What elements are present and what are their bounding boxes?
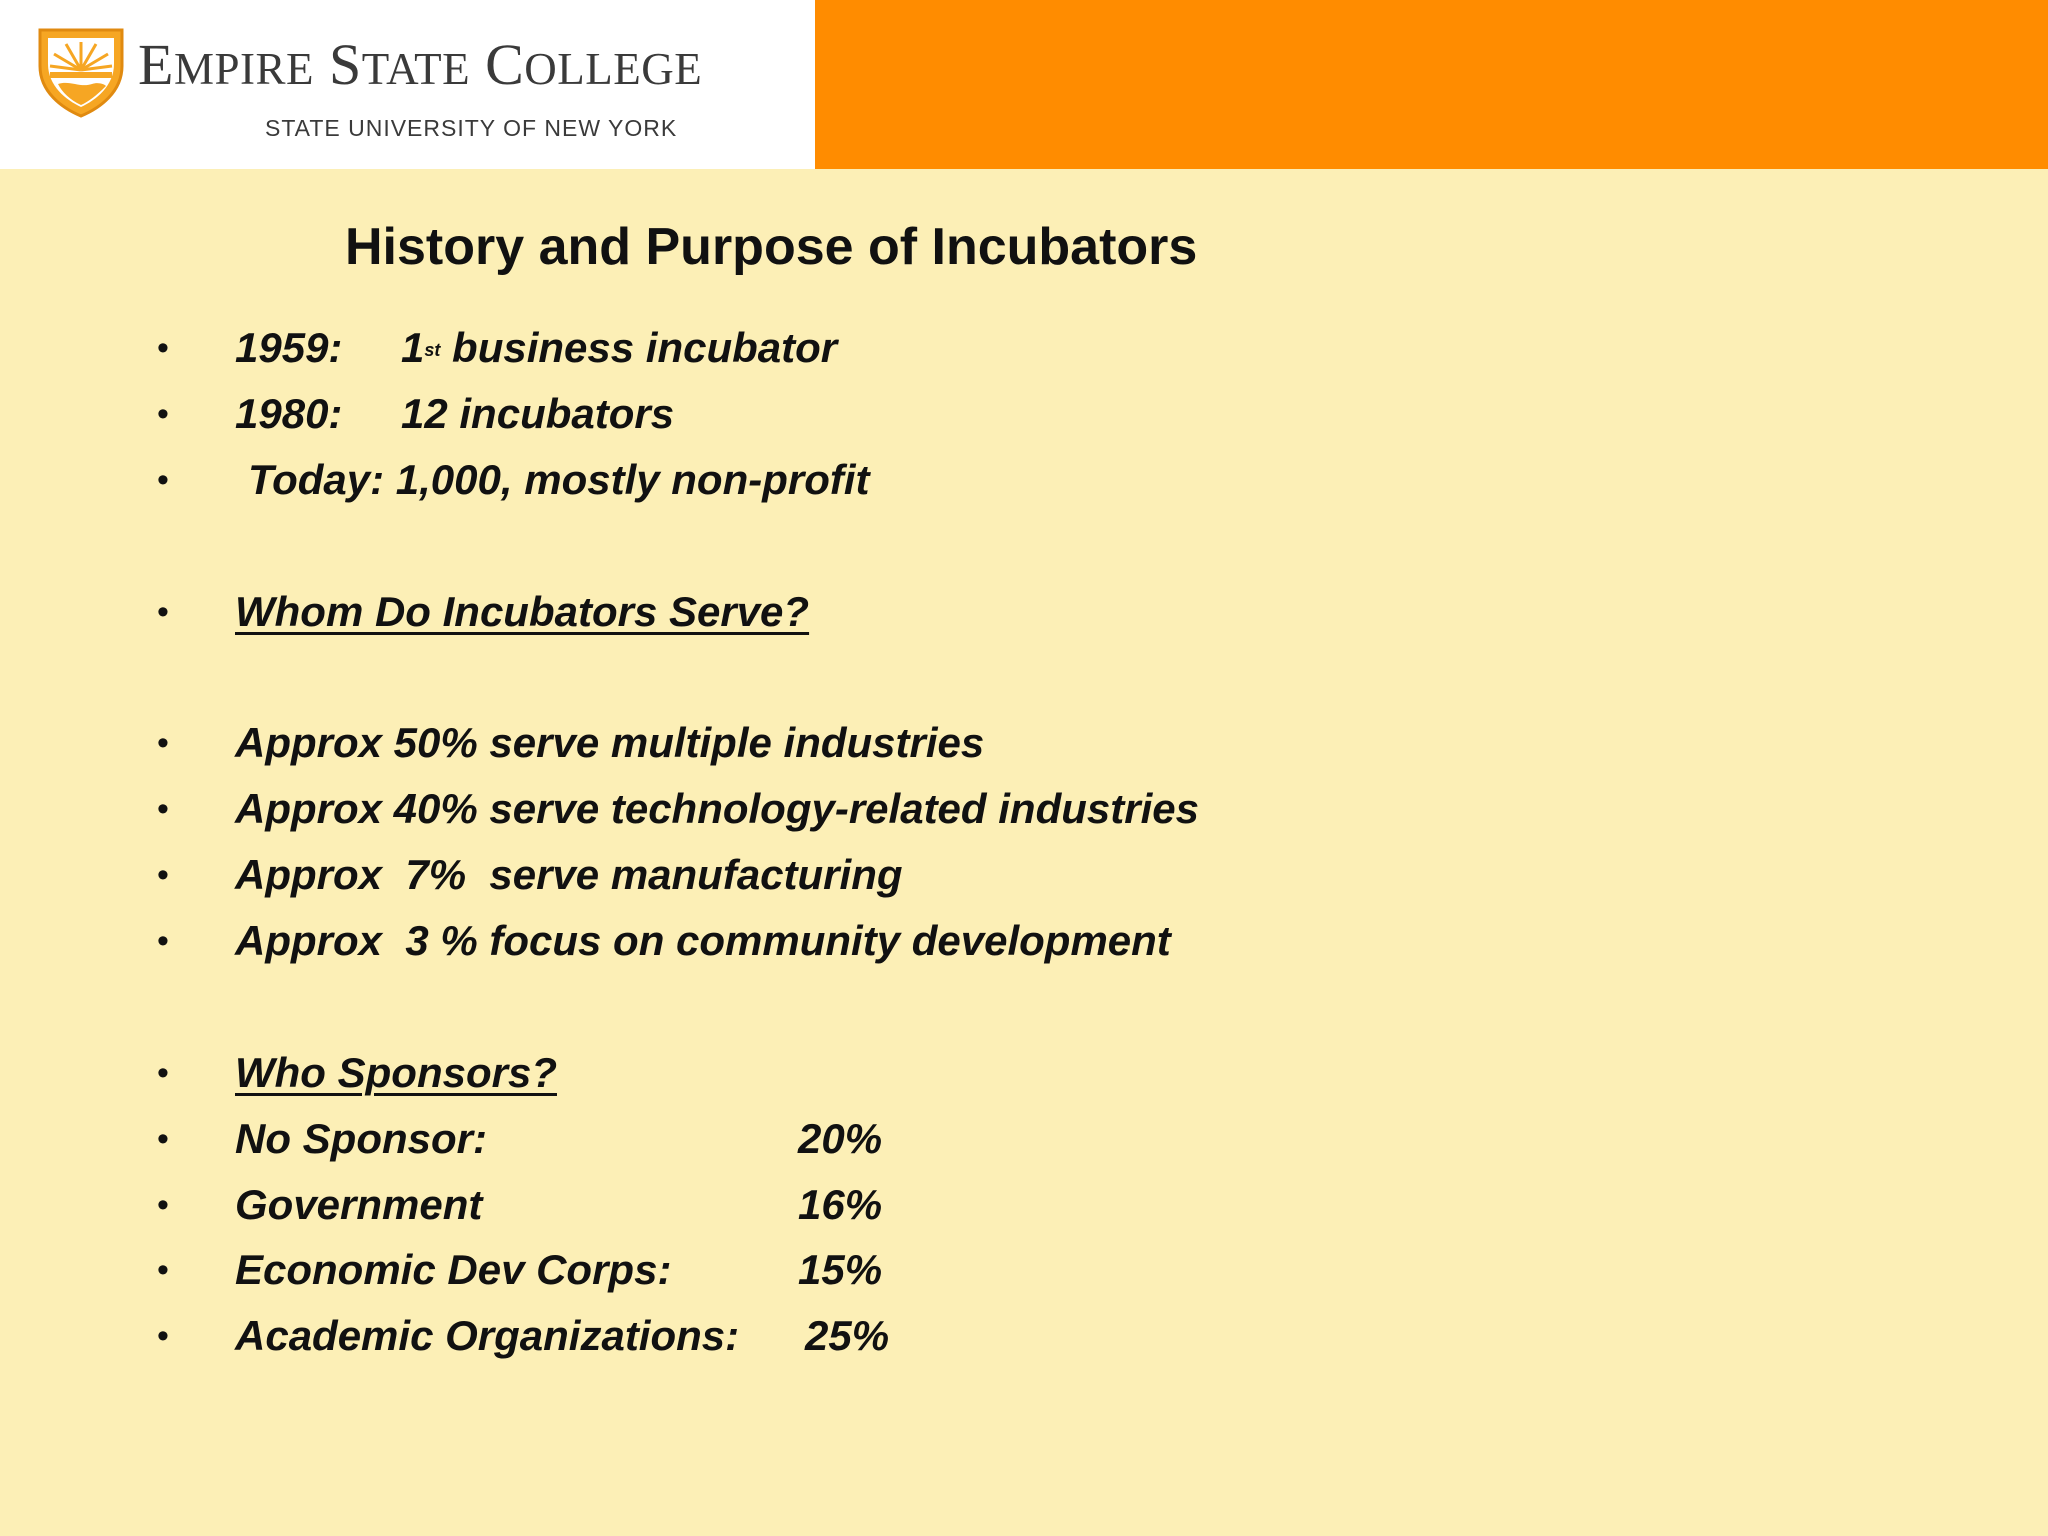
serve-item: Approx 50% serve multiple industries (235, 719, 985, 766)
sponsor-value: 25% (805, 1312, 890, 1359)
sponsor-label: Economic Dev Corps: (235, 1246, 672, 1293)
list-item: • Approx 7% serve manufacturing (0, 845, 1400, 905)
list-item: • Approx 50% serve multiple industries (0, 713, 1400, 773)
list-item: • Economic Dev Corps: 15% (0, 1240, 1400, 1300)
history-text: 12 incubators (401, 390, 675, 437)
bullet-icon: • (157, 1120, 169, 1158)
sponsor-value: 16% (798, 1181, 883, 1228)
history-text: Today: 1,000, mostly non-profit (248, 456, 870, 503)
sponsor-value: 20% (798, 1115, 883, 1162)
sponsor-value: 15% (798, 1246, 883, 1293)
list-item: • Who Sponsors? (0, 1043, 1400, 1103)
list-item: • Academic Organizations: 25% (0, 1306, 1400, 1366)
bullet-icon: • (157, 1251, 169, 1289)
list-item: • Approx 40% serve technology-related in… (0, 779, 1400, 839)
list-item: • Government 16% (0, 1175, 1400, 1235)
bullet-icon: • (157, 1186, 169, 1224)
bullet-icon: • (157, 461, 169, 499)
bullet-icon: • (157, 329, 169, 367)
bullet-icon: • (157, 395, 169, 433)
logo-area: EMPIRE STATE COLLEGE STATE UNIVERSITY OF… (0, 0, 815, 169)
college-name: EMPIRE STATE COLLEGE (138, 32, 703, 97)
serve-item: Approx 3 % focus on community developmen… (235, 917, 1171, 964)
history-year: 1980: (235, 390, 343, 437)
bullet-icon: • (157, 593, 169, 631)
list-item: • Approx 3 % focus on community developm… (0, 911, 1400, 971)
history-year: 1959: (235, 324, 343, 371)
bullet-icon: • (157, 922, 169, 960)
sponsor-label: Academic Organizations: (235, 1312, 740, 1359)
bullet-icon: • (157, 1054, 169, 1092)
list-item: • No Sponsor: 20% (0, 1109, 1400, 1169)
header-orange-band (815, 0, 2048, 169)
list-item: • Today: 1,000, mostly non-profit (0, 450, 1400, 510)
history-text: 1st business incubator (401, 324, 838, 371)
bullet-icon: • (157, 790, 169, 828)
bullet-icon: • (157, 724, 169, 762)
serve-heading: Whom Do Incubators Serve? (235, 588, 810, 635)
serve-item: Approx 40% serve technology-related indu… (235, 785, 1199, 832)
college-subtitle: STATE UNIVERSITY OF NEW YORK (265, 115, 678, 141)
sponsor-label: Government (235, 1181, 483, 1228)
serve-item: Approx 7% serve manufacturing (235, 851, 903, 898)
list-item: • Whom Do Incubators Serve? (0, 582, 1400, 642)
sponsor-label: No Sponsor: (235, 1115, 487, 1162)
list-item: • 1980: 12 incubators (0, 384, 1400, 444)
bullet-icon: • (157, 856, 169, 894)
slide-title: History and Purpose of Incubators (345, 218, 1198, 276)
college-shield-icon (38, 28, 124, 118)
list-item: • 1959: 1st business incubator (0, 318, 1400, 378)
bullet-icon: • (157, 1317, 169, 1355)
slide-header: EMPIRE STATE COLLEGE STATE UNIVERSITY OF… (0, 0, 2048, 169)
sponsor-heading: Who Sponsors? (235, 1049, 557, 1096)
